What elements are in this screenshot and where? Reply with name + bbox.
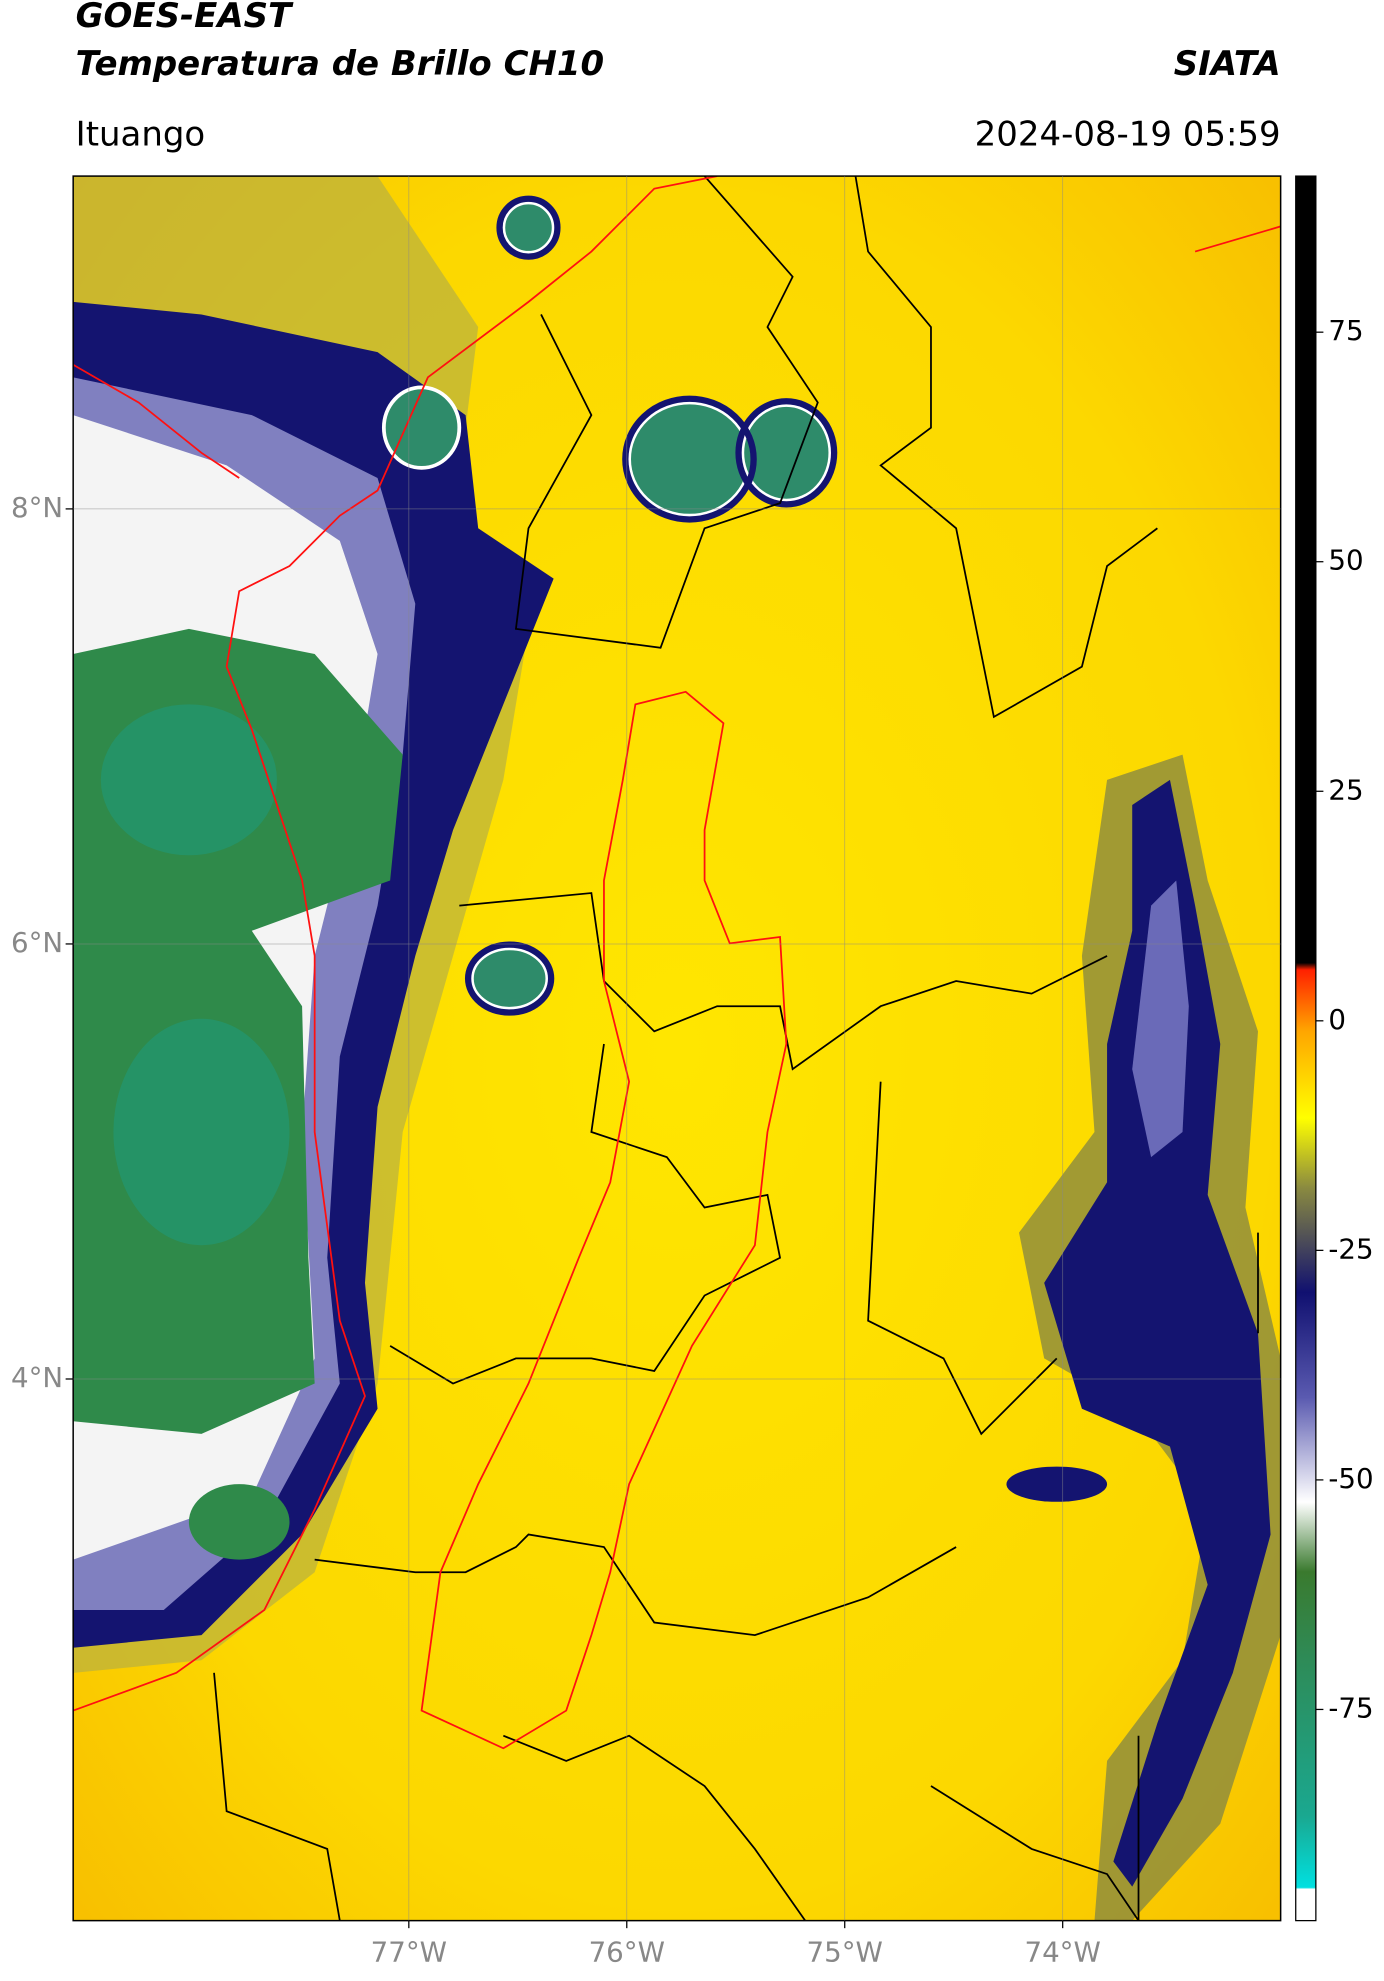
satellite-image — [73, 176, 1281, 1921]
x-tick-label: 76°W — [589, 1935, 665, 1968]
colorbar-tick-label: -50 — [1328, 1462, 1373, 1495]
y-tick-label: 4°N — [11, 1361, 63, 1394]
title: Temperatura de Brillo CH10 — [76, 44, 604, 84]
y-tick-label: 8°N — [11, 491, 63, 524]
x-tick-label: 75°W — [807, 1935, 883, 1968]
colorbar-tick-label: -25 — [1328, 1232, 1373, 1265]
y-tick-label: 6°N — [11, 926, 63, 959]
colorbar-tick-label: 50 — [1328, 544, 1363, 577]
colorbar-tick-label: -75 — [1328, 1691, 1373, 1724]
colorbar-tick-label: 0 — [1328, 1003, 1346, 1036]
datetime: 2024-08-19 05:59 — [975, 114, 1281, 154]
region: Ituango — [76, 114, 206, 154]
x-tick-label: 74°W — [1024, 1935, 1100, 1968]
colorbar-tick-label: 25 — [1328, 773, 1363, 806]
colorbar — [1295, 175, 1317, 1922]
title: GOES-EAST — [76, 0, 294, 36]
source: SIATA — [1174, 44, 1281, 84]
map-frame — [72, 175, 1282, 1922]
x-tick-label: 77°W — [371, 1935, 447, 1968]
colorbar-tick-label: 75 — [1328, 314, 1363, 347]
